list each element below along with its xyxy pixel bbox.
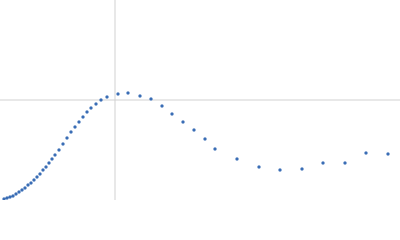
point xyxy=(99,98,103,102)
point xyxy=(23,186,27,190)
point xyxy=(85,110,89,114)
point xyxy=(81,115,85,119)
point xyxy=(343,161,347,165)
point xyxy=(2,197,6,200)
point xyxy=(364,151,368,155)
point xyxy=(8,195,12,199)
point xyxy=(53,153,57,157)
point xyxy=(44,165,48,169)
chart xyxy=(0,0,400,200)
point xyxy=(65,136,69,140)
point xyxy=(257,165,261,169)
point xyxy=(20,188,24,192)
point xyxy=(116,92,120,96)
point xyxy=(181,120,185,124)
point xyxy=(89,106,93,110)
point xyxy=(47,161,51,165)
point xyxy=(14,192,18,196)
point xyxy=(203,137,207,141)
point xyxy=(29,181,33,185)
point xyxy=(126,91,130,95)
point xyxy=(32,178,36,182)
point xyxy=(149,97,153,101)
point xyxy=(160,104,164,108)
point xyxy=(50,157,54,161)
page: (() => { const data = JSON.parse(documen… xyxy=(0,0,400,200)
point xyxy=(386,152,390,156)
point xyxy=(213,147,217,151)
point xyxy=(138,94,142,98)
point xyxy=(321,161,325,165)
point xyxy=(26,183,30,187)
point xyxy=(61,142,65,146)
point xyxy=(300,167,304,171)
point xyxy=(235,157,239,161)
point xyxy=(17,190,21,194)
point xyxy=(77,120,81,124)
point xyxy=(73,125,77,129)
point xyxy=(170,112,174,116)
point xyxy=(192,128,196,132)
point xyxy=(57,148,61,152)
point xyxy=(38,172,42,176)
point xyxy=(35,175,39,179)
point xyxy=(69,130,73,134)
point xyxy=(105,95,109,99)
point xyxy=(94,102,98,106)
point xyxy=(41,168,45,172)
point xyxy=(11,194,15,198)
point xyxy=(5,196,9,200)
point xyxy=(278,168,282,172)
